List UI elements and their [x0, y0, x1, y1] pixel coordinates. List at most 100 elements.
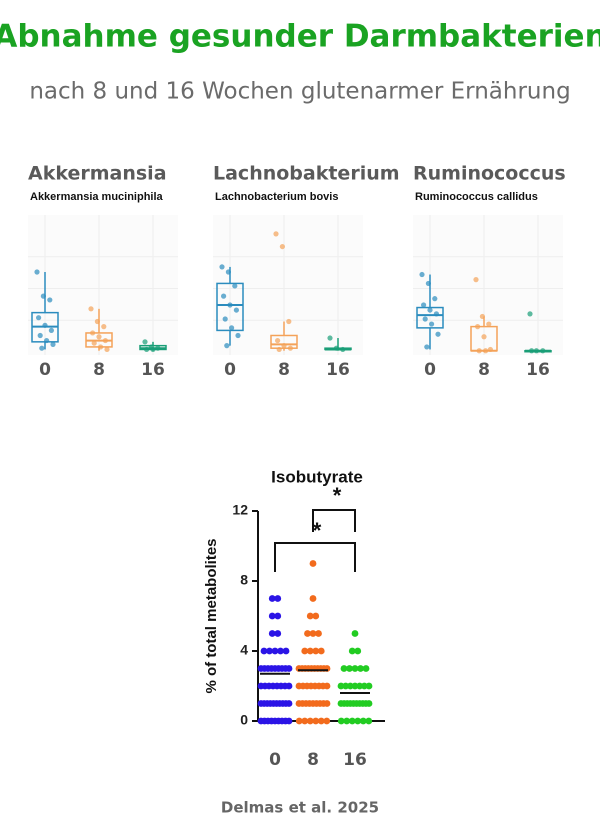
dot: [346, 682, 354, 690]
point: [279, 243, 285, 250]
point: [229, 325, 235, 331]
point: [487, 346, 493, 353]
point: [432, 296, 438, 302]
point: [222, 316, 228, 322]
point: [94, 318, 100, 325]
dot: [282, 647, 290, 655]
x-tick-label: 8: [278, 360, 290, 380]
dot: [365, 700, 373, 707]
point: [433, 311, 439, 317]
page-subtitle: nach 8 und 16 Wochen glutenarmer Ernähru…: [29, 79, 570, 105]
dot: [315, 630, 322, 637]
point: [42, 322, 48, 328]
dot: [277, 647, 284, 655]
dot: [351, 665, 359, 672]
point: [527, 311, 533, 317]
dot: [323, 682, 331, 690]
point: [481, 334, 487, 340]
dot: [309, 630, 317, 637]
point: [155, 345, 161, 351]
significance: *: [333, 483, 342, 508]
point: [144, 346, 150, 353]
y-tick-label: 12: [232, 502, 248, 518]
dot: [274, 612, 282, 620]
point: [479, 313, 485, 320]
dot: [351, 630, 359, 637]
point: [221, 293, 227, 299]
point: [422, 316, 428, 322]
chart-title: Lachnobakterium: [213, 163, 400, 185]
dot: [354, 647, 362, 655]
x-tick-label: 8: [478, 360, 490, 380]
y-tick-label: 4: [240, 642, 248, 658]
point: [47, 297, 53, 303]
dot: [306, 612, 314, 620]
chart-subtitle: Ruminococcus callidus: [415, 191, 538, 203]
chart-title: Ruminococcus: [413, 163, 566, 185]
plot-background: [28, 215, 178, 355]
dot: [362, 665, 370, 672]
dot: [306, 717, 314, 725]
dot: [342, 682, 350, 690]
x-tick-label: 8: [307, 750, 319, 770]
point: [102, 337, 108, 344]
box: [216, 282, 244, 332]
chart-title: Akkermansia: [28, 163, 167, 185]
y-tick-label: 0: [240, 712, 248, 728]
chart-subtitle: Lachnobacterium bovis: [215, 191, 338, 203]
dot: [285, 665, 293, 672]
dot: [266, 647, 273, 655]
point: [473, 277, 479, 283]
dot: [285, 717, 293, 725]
point: [419, 271, 425, 278]
point: [50, 341, 56, 347]
point: [142, 339, 148, 345]
dot: [271, 647, 279, 655]
point: [425, 280, 431, 287]
dot: [337, 717, 345, 725]
point: [233, 307, 239, 313]
dot: [309, 560, 317, 567]
chart-title: Isobutyrate: [271, 467, 363, 486]
x-tick-label: 16: [526, 360, 550, 380]
dot: [357, 665, 364, 672]
point: [88, 306, 94, 312]
dot: [312, 717, 320, 725]
x-tick-label: 0: [269, 750, 281, 770]
dot: [323, 700, 331, 707]
point: [281, 343, 287, 349]
point: [429, 321, 435, 327]
dot: [309, 595, 317, 602]
dot: [312, 612, 320, 620]
point: [36, 315, 42, 321]
dot: [323, 717, 331, 725]
bracket: [312, 509, 356, 532]
point: [48, 327, 55, 334]
dot: [340, 665, 348, 672]
dot: [348, 647, 356, 655]
point: [533, 348, 540, 354]
page-title: Abnahme gesunder Darmbakterien: [0, 19, 600, 55]
dot: [317, 647, 325, 655]
dot: [301, 647, 309, 655]
chart-subtitle: Akkermansia muciniphila: [30, 191, 164, 203]
point: [91, 340, 97, 346]
point: [44, 337, 50, 344]
y-axis-label: % of total metabolites: [203, 538, 220, 693]
significance: *: [313, 518, 322, 543]
bracket: [274, 542, 356, 572]
dot: [356, 682, 364, 690]
dot: [312, 647, 320, 655]
dot: [351, 682, 359, 690]
dot: [346, 665, 353, 672]
dot: [301, 717, 309, 725]
dot: [304, 630, 311, 637]
dot: [359, 717, 367, 725]
point: [39, 345, 45, 351]
point: [98, 344, 104, 350]
dot: [274, 595, 282, 602]
point: [90, 330, 96, 336]
dot: [268, 630, 276, 637]
dot: [354, 717, 362, 725]
x-tick-label: 16: [343, 750, 367, 770]
